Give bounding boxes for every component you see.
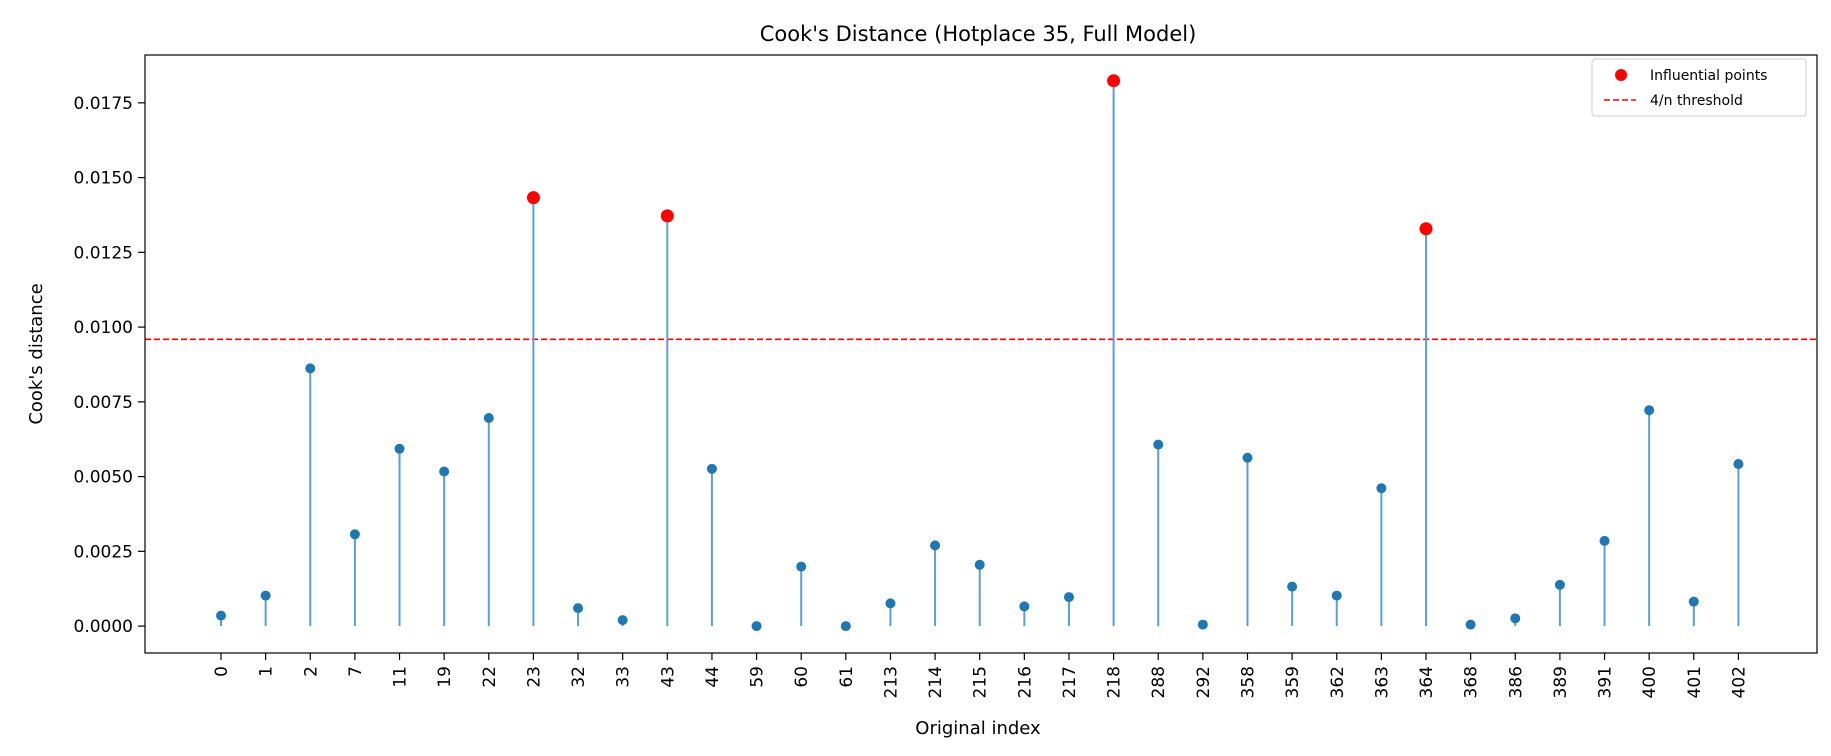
x-tick-label: 216 [1015, 666, 1035, 698]
y-tick-label: 0.0000 [74, 617, 133, 637]
data-point [617, 615, 628, 626]
y-tick-label: 0.0150 [74, 169, 133, 189]
x-tick-label: 389 [1551, 666, 1571, 698]
y-tick-label: 0.0050 [74, 468, 133, 488]
data-point [1599, 535, 1610, 546]
y-tick-label: 0.0025 [74, 542, 133, 562]
data-point [1153, 439, 1164, 450]
plot-frame [144, 54, 1818, 654]
chart-title: Cook's Distance (Hotplace 35, Full Model… [760, 22, 1197, 46]
data-point [439, 466, 450, 477]
data-point [1063, 592, 1074, 603]
data-point [1465, 619, 1476, 630]
data-point [349, 529, 360, 540]
x-tick-label: 401 [1685, 666, 1705, 698]
x-tick-label: 60 [792, 666, 812, 688]
influential-point [526, 191, 540, 205]
x-tick-label: 391 [1596, 666, 1616, 698]
x-tick-label: 1 [257, 666, 277, 677]
x-tick-label: 213 [881, 666, 901, 698]
data-point [751, 621, 762, 632]
legend-threshold-label: 4/n threshold [1650, 93, 1743, 109]
data-point [706, 463, 717, 474]
data-point [394, 443, 405, 454]
legend: Influential points 4/n threshold [1591, 58, 1807, 117]
x-tick-label: 358 [1238, 666, 1258, 698]
x-tick-label: 19 [435, 666, 455, 688]
data-point [1331, 590, 1342, 601]
x-tick-label: 363 [1372, 666, 1392, 698]
x-tick-label: 7 [346, 666, 366, 677]
x-tick-label: 362 [1328, 666, 1348, 698]
influential-point [1419, 222, 1433, 236]
legend-box [1591, 58, 1807, 117]
x-tick-label: 33 [614, 666, 634, 688]
x-tick-label: 0 [212, 666, 232, 677]
x-axis-label: Original index [915, 718, 1041, 739]
x-tick-label: 44 [703, 666, 723, 688]
x-tick-label: 215 [971, 666, 991, 698]
data-point [1688, 596, 1699, 607]
x-tick-label: 22 [480, 666, 500, 688]
x-tick-label: 2 [301, 666, 321, 677]
influential-point [660, 209, 674, 223]
x-tick-label: 32 [569, 666, 589, 688]
x-tick-label: 61 [837, 666, 857, 688]
data-point [216, 610, 226, 621]
x-tick-label: 368 [1462, 666, 1482, 698]
x-tick-label: 402 [1729, 666, 1749, 698]
x-tick-label: 292 [1194, 666, 1214, 698]
data-point [260, 590, 271, 601]
x-tick-label: 43 [658, 666, 678, 688]
data-point [1019, 601, 1030, 612]
x-tick-label: 59 [748, 666, 768, 688]
data-point [1242, 452, 1253, 463]
x-tick-label: 364 [1417, 666, 1437, 698]
x-tick-label: 23 [524, 666, 544, 688]
y-tick-label: 0.0100 [74, 318, 133, 338]
data-point [1376, 483, 1387, 494]
y-tick-label: 0.0125 [74, 243, 133, 263]
data-point [483, 412, 494, 423]
data-point [840, 621, 851, 632]
x-tick-label: 218 [1105, 666, 1125, 698]
plot-area: 0.0000 0.0025 0.0050 0.0075 0.0100 0.0125 0.01… [74, 74, 1817, 698]
x-tick-label: 359 [1283, 666, 1303, 698]
data-point [1287, 581, 1298, 592]
legend-influential-marker [1615, 69, 1627, 81]
data-point [1554, 579, 1565, 590]
x-tick-label: 11 [391, 666, 411, 688]
y-tick-label: 0.0175 [74, 94, 133, 114]
influential-point [1107, 74, 1121, 88]
data-point [573, 603, 584, 614]
x-tick-label: 386 [1506, 666, 1526, 698]
x-tick-label: 214 [926, 666, 946, 698]
y-axis-label: Cook's distance [26, 283, 47, 424]
data-point [974, 559, 985, 570]
x-tick-label: 217 [1060, 666, 1080, 698]
data-point [1733, 459, 1744, 470]
data-point [885, 598, 896, 609]
data-point [305, 363, 316, 374]
data-point [930, 540, 941, 551]
x-tick-label: 400 [1640, 666, 1660, 698]
y-tick-label: 0.0075 [74, 393, 133, 413]
data-point [1644, 405, 1655, 416]
legend-influential-label: Influential points [1650, 68, 1767, 84]
data-point [1510, 613, 1521, 624]
data-point [1197, 619, 1208, 630]
x-tick-label: 288 [1149, 666, 1169, 698]
data-point [796, 561, 807, 572]
